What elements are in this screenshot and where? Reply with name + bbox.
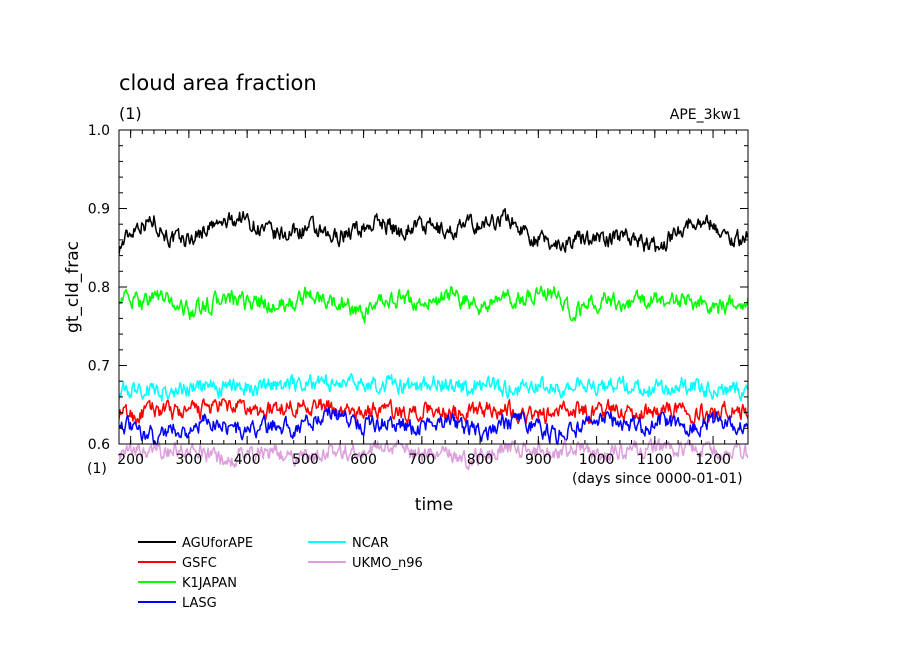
x-tick-label: 200 xyxy=(117,452,144,468)
legend-label: K1JAPAN xyxy=(182,576,237,591)
x-tick-label: 300 xyxy=(176,452,203,468)
run-label: APE_3kw1 xyxy=(670,107,741,123)
x-unit-label: (days since 0000-01-01) xyxy=(572,471,743,487)
y-tick-label: 0.9 xyxy=(88,202,110,218)
series-line-ncar xyxy=(119,373,748,402)
legend-label: LASG xyxy=(182,596,217,611)
axes-layer: 0.6 0.7 0.8 0.9 1.0 200 300 400 500 600 700 800 900 1… xyxy=(88,123,749,468)
series-line-lasg xyxy=(119,406,748,446)
legend-item: UKMO_n96 xyxy=(308,556,423,571)
chart-title: cloud area fraction xyxy=(119,71,317,95)
x-tick-label: 500 xyxy=(292,452,319,468)
x-tick-label: 1100 xyxy=(637,452,673,468)
x-tick-label: 400 xyxy=(234,452,261,468)
legend-item: NCAR xyxy=(308,536,389,551)
y-tick-label: 1.0 xyxy=(88,123,110,139)
series-line-ukmo-n96 xyxy=(119,437,748,471)
series-layer xyxy=(119,207,748,471)
x-tick-label: 800 xyxy=(467,452,494,468)
plot-frame xyxy=(118,129,749,445)
legend-item: K1JAPAN xyxy=(138,576,237,591)
series-line-gsfc xyxy=(119,398,748,426)
legend-item: AGUforAPE xyxy=(138,536,253,551)
y-tick-label: 0.7 xyxy=(88,359,110,375)
x-tick-label: 600 xyxy=(350,452,377,468)
x-tick-label: 1200 xyxy=(695,452,731,468)
legend: AGUforAPE GSFC K1JAPAN LASG NCAR UKMO_n96 xyxy=(138,536,423,611)
y-tick-label: 0.8 xyxy=(88,280,110,296)
x-tick-label: 900 xyxy=(525,452,552,468)
legend-label: GSFC xyxy=(182,556,217,571)
x-axis-label: time xyxy=(415,495,453,515)
y-axis-label: gt_cld_frac xyxy=(63,241,83,333)
series-line-k1japan xyxy=(119,285,748,324)
legend-item: GSFC xyxy=(138,556,217,571)
y-unit-label: (1) xyxy=(87,461,107,477)
x-tick-label: 1000 xyxy=(579,452,615,468)
x-tick-label: 700 xyxy=(408,452,435,468)
y-tick-label: 0.6 xyxy=(88,437,110,453)
legend-item: LASG xyxy=(138,596,217,611)
chart-subtitle: (1) xyxy=(119,104,142,123)
legend-label: NCAR xyxy=(352,536,389,551)
series-line-aguforape xyxy=(119,207,748,255)
legend-label: AGUforAPE xyxy=(182,536,253,551)
legend-label: UKMO_n96 xyxy=(352,556,423,571)
